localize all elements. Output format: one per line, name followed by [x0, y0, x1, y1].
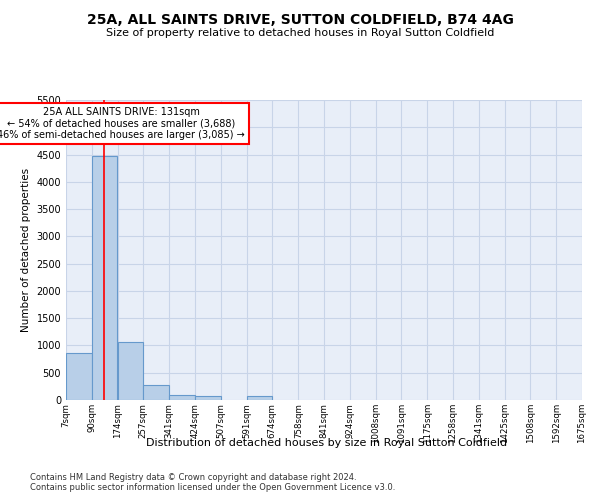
Y-axis label: Number of detached properties: Number of detached properties	[21, 168, 31, 332]
Bar	[118, 342, 143, 400]
Text: Contains public sector information licensed under the Open Government Licence v3: Contains public sector information licen…	[30, 484, 395, 492]
Bar	[247, 396, 272, 400]
Text: Size of property relative to detached houses in Royal Sutton Coldfield: Size of property relative to detached ho…	[106, 28, 494, 38]
Text: 25A, ALL SAINTS DRIVE, SUTTON COLDFIELD, B74 4AG: 25A, ALL SAINTS DRIVE, SUTTON COLDFIELD,…	[86, 12, 514, 26]
Text: Distribution of detached houses by size in Royal Sutton Coldfield: Distribution of detached houses by size …	[146, 438, 508, 448]
Bar	[143, 386, 169, 400]
Bar	[66, 352, 92, 400]
Bar	[92, 156, 118, 400]
Bar	[195, 396, 221, 400]
Text: Contains HM Land Registry data © Crown copyright and database right 2024.: Contains HM Land Registry data © Crown c…	[30, 472, 356, 482]
Bar	[169, 395, 195, 400]
Text: 25A ALL SAINTS DRIVE: 131sqm
← 54% of detached houses are smaller (3,688)
46% of: 25A ALL SAINTS DRIVE: 131sqm ← 54% of de…	[0, 107, 245, 140]
